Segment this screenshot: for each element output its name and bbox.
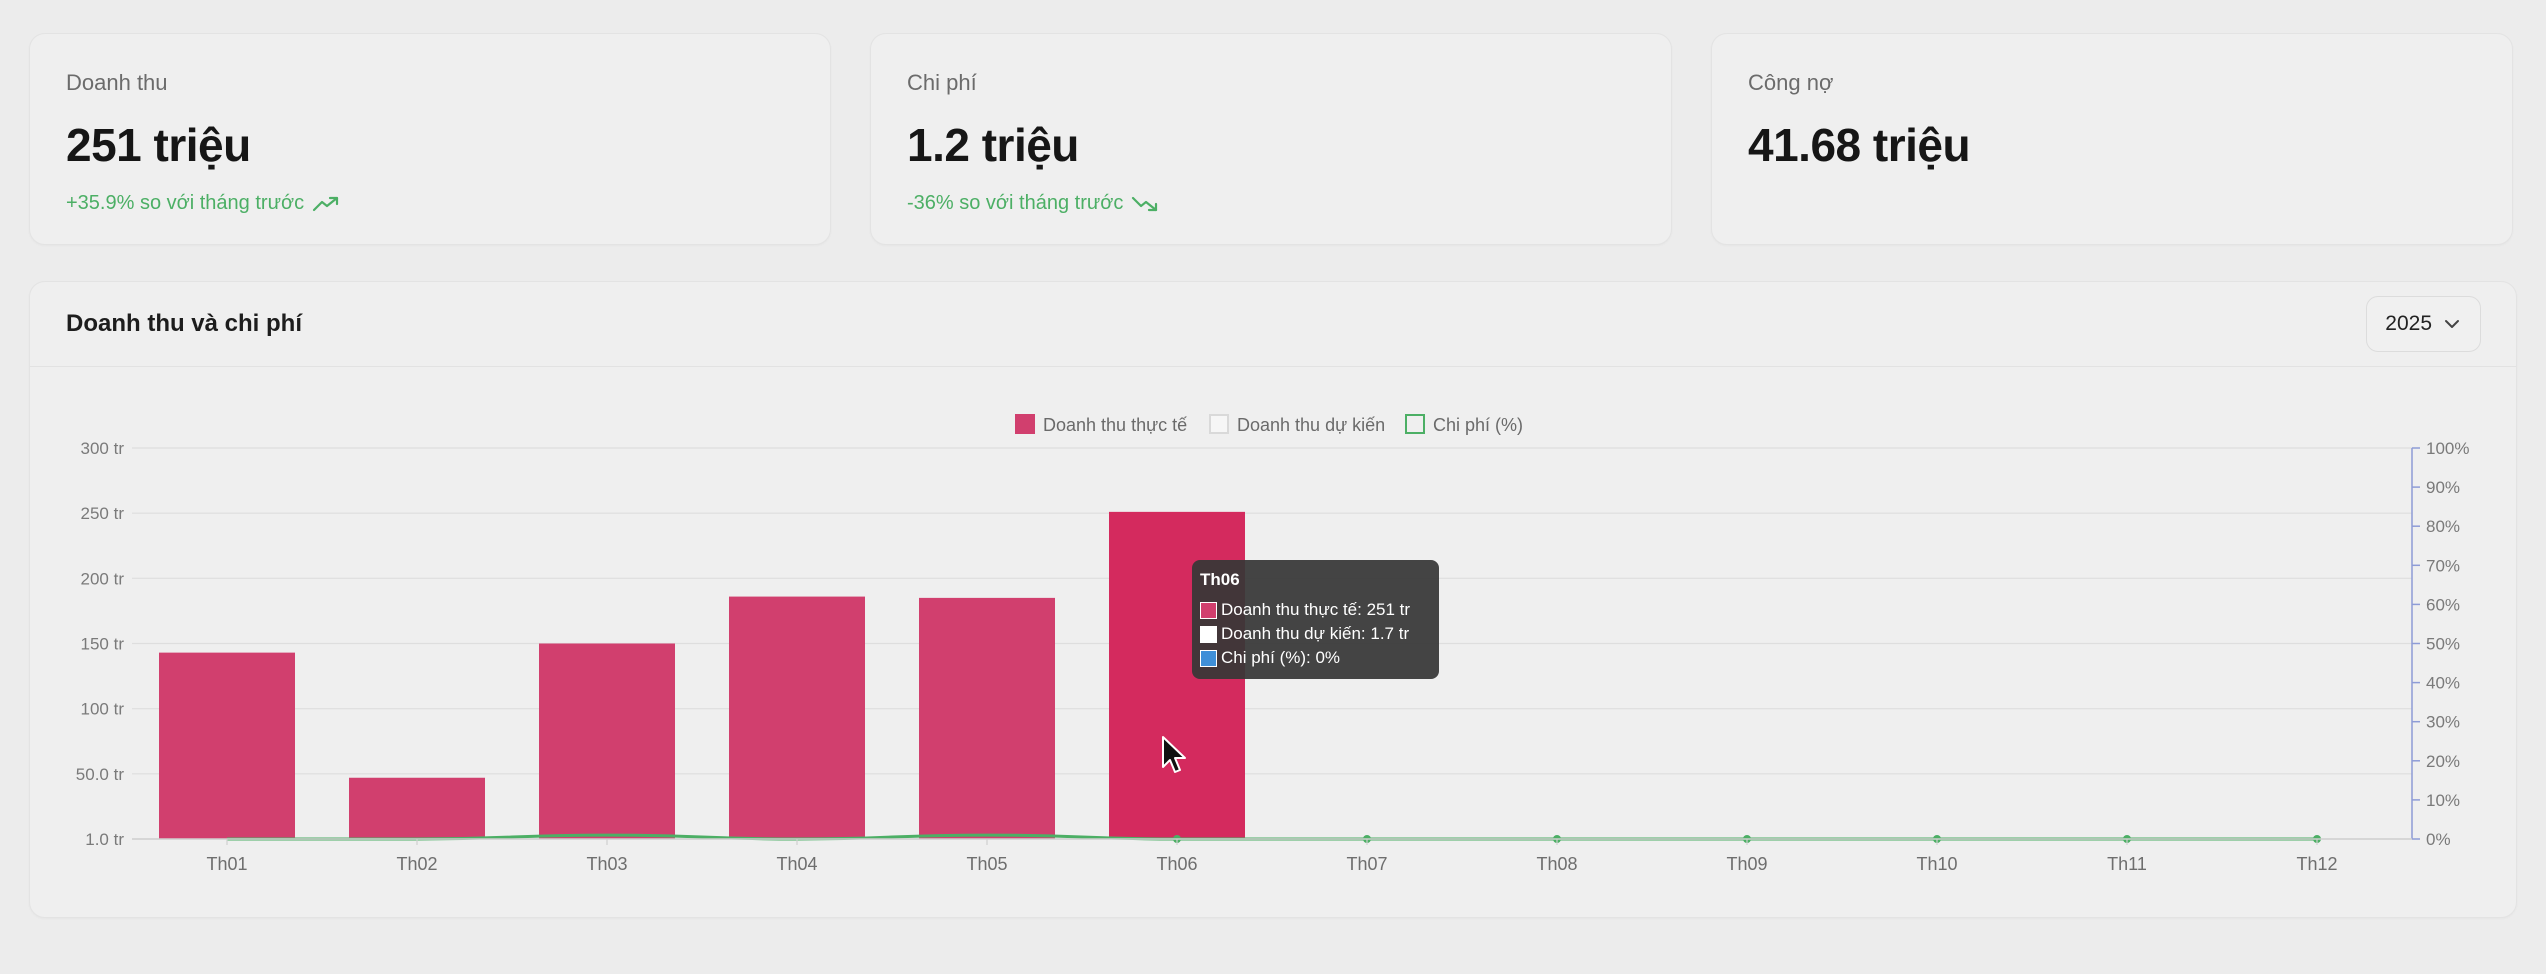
tooltip-swatch — [1200, 625, 1217, 643]
y-right-tick-label: 40% — [2426, 674, 2460, 693]
chart-header: Doanh thu và chi phí 2025 — [30, 282, 2516, 367]
bar-th01 — [159, 652, 295, 839]
y-right-tick-label: 0% — [2426, 830, 2451, 849]
stat-change: +35.9% so với tháng trước — [66, 192, 794, 215]
y-right-tick-label: 20% — [2426, 752, 2460, 771]
y-right-tick-label: 50% — [2426, 635, 2460, 654]
tooltip-row: Doanh thu dự kiến: 1.7 tr — [1200, 622, 1431, 646]
tooltip-row-text: Doanh thu thực tế: 251 tr — [1221, 600, 1411, 619]
y-left-tick-label: 100 tr — [81, 700, 125, 719]
stat-change-text: -36% so với tháng trước — [907, 192, 1124, 214]
x-tick-label: Th07 — [1346, 854, 1387, 874]
stat-label: Doanh thu — [66, 70, 168, 95]
tooltip-row: Doanh thu thực tế: 251 tr — [1200, 598, 1431, 622]
legend-swatch — [1015, 414, 1035, 434]
x-tick-label: Th11 — [2107, 854, 2147, 874]
stat-value: 251 triệu — [66, 119, 251, 171]
stat-value: 1.2 triệu — [907, 119, 1079, 171]
bar-th05 — [919, 597, 1055, 839]
y-right-tick-label: 90% — [2426, 478, 2460, 497]
y-left-tick-label: 150 tr — [81, 635, 125, 654]
y-right-tick-label: 10% — [2426, 791, 2460, 810]
y-right-tick-label: 70% — [2426, 556, 2460, 575]
tooltip-row-text: Doanh thu dự kiến: 1.7 tr — [1221, 624, 1410, 643]
stat-card-expense: Chi phí 1.2 triệu -36% so với tháng trướ… — [870, 33, 1672, 245]
stat-card-revenue: Doanh thu 251 triệu +35.9% so với tháng … — [29, 33, 831, 245]
x-tick-label: Th04 — [776, 854, 817, 874]
chart-tooltip: Th06 Doanh thu thực tế: 251 tr Doanh thu… — [1192, 560, 1439, 679]
legend-label: Doanh thu thực tế — [1043, 415, 1187, 435]
y-right-tick-label: 60% — [2426, 595, 2460, 614]
tooltip-row-text: Chi phí (%): 0% — [1221, 648, 1341, 667]
x-tick-label: Th01 — [206, 854, 247, 874]
legend-swatch — [1209, 414, 1229, 434]
legend-label: Chi phí (%) — [1433, 415, 1523, 435]
stat-change-text: +35.9% so với tháng trước — [66, 192, 305, 214]
bar-th02 — [349, 777, 485, 839]
stat-label: Công nợ — [1748, 70, 1834, 95]
legend-swatch — [1405, 414, 1425, 434]
bar-th04 — [729, 596, 865, 839]
chart-title: Doanh thu và chi phí — [66, 310, 303, 337]
y-left-tick-label: 250 tr — [81, 504, 125, 523]
tooltip-row: Chi phí (%): 0% — [1200, 646, 1431, 670]
stat-value: 41.68 triệu — [1748, 119, 1971, 171]
year-select-value: 2025 — [2385, 312, 2432, 335]
y-right-tick-label: 30% — [2426, 713, 2460, 732]
mouse-cursor-icon — [1162, 736, 1186, 773]
y-right-tick-label: 80% — [2426, 517, 2460, 536]
tooltip-swatch — [1200, 601, 1217, 619]
down-trend-icon — [1132, 196, 1158, 211]
y-left-tick-label: 200 tr — [81, 569, 125, 588]
legend-label: Doanh thu dự kiến — [1237, 415, 1385, 435]
x-tick-label: Th05 — [966, 854, 1007, 874]
stat-label: Chi phí — [907, 70, 977, 95]
year-select[interactable]: 2025 — [2366, 296, 2481, 352]
y-left-tick-label: 300 tr — [81, 439, 125, 458]
stat-change: -36% so với tháng trước — [907, 192, 1635, 215]
chevron-down-icon — [2445, 320, 2459, 328]
x-tick-label: Th12 — [2296, 854, 2337, 874]
up-trend-icon — [312, 196, 339, 211]
y-left-tick-label: 1.0 tr — [85, 830, 124, 849]
tooltip-title: Th06 — [1200, 570, 1240, 589]
x-tick-label: Th03 — [586, 854, 627, 874]
bar-th03 — [539, 643, 675, 839]
x-tick-label: Th09 — [1726, 854, 1767, 874]
y-right-tick-label: 100% — [2426, 439, 2469, 458]
x-tick-label: Th06 — [1156, 854, 1197, 874]
x-tick-label: Th10 — [1916, 854, 1957, 874]
tooltip-swatch — [1200, 649, 1217, 667]
stat-card-debt: Công nợ 41.68 triệu — [1711, 33, 2513, 245]
y-left-tick-label: 50.0 tr — [76, 765, 125, 784]
x-tick-label: Th02 — [396, 854, 437, 874]
x-tick-label: Th08 — [1536, 854, 1577, 874]
